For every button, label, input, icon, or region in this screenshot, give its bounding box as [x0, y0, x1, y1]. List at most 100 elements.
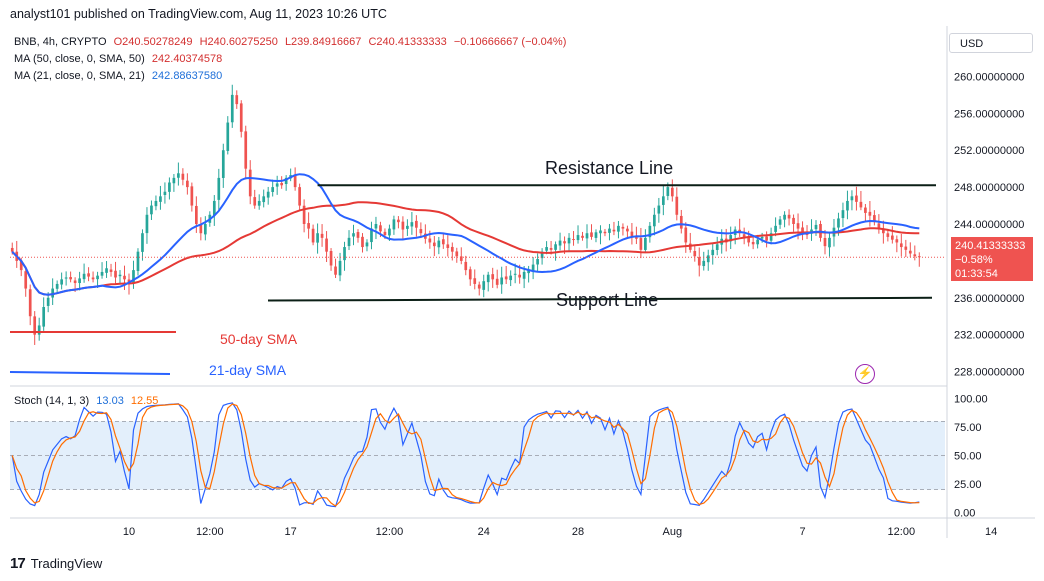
candle-body [356, 232, 360, 238]
candle-body [563, 241, 566, 244]
candle-body [64, 277, 68, 279]
candle-body [109, 269, 113, 272]
candle-body [329, 250, 333, 266]
ma21-legend[interactable]: MA (21, close, 0, SMA, 21) 242.88637580 [14, 70, 226, 82]
footer-brand[interactable]: TradingView [30, 556, 103, 571]
price-tick-label: 236.00000000 [954, 293, 1024, 305]
candle-body [320, 233, 324, 238]
candle-body [446, 244, 450, 248]
stoch-legend[interactable]: Stoch (14, 1, 3) 13.03 12.55 [14, 395, 162, 407]
candle-body [823, 237, 827, 247]
candle-body [150, 205, 153, 215]
candle-body [756, 239, 759, 245]
change-value: −0.10666667 (−0.04%) [453, 36, 567, 48]
currency-button[interactable]: USD [949, 33, 1033, 53]
candle-body [118, 274, 122, 277]
high-value: H240.60275250 [199, 36, 278, 48]
candle-body [410, 222, 414, 227]
candle-body [904, 246, 908, 250]
lightning-icon[interactable]: ⚡ [855, 364, 875, 384]
time-tick-label: 12:00 [376, 526, 404, 538]
candle-body [361, 236, 364, 248]
last-price-badge: 240.41333333 −0.58% 01:33:54 [951, 237, 1033, 281]
candle-body [617, 225, 620, 232]
candle-body [190, 186, 194, 206]
candle-body [24, 271, 28, 289]
candle-body [644, 237, 647, 250]
candle-body [221, 150, 225, 178]
candle-body [145, 214, 149, 234]
candle-body [621, 226, 625, 229]
candle-body [37, 325, 41, 335]
candle-body [504, 276, 508, 280]
time-tick-label: Aug [663, 526, 683, 538]
sma50-annotation: 50-day SMA [220, 331, 298, 347]
axes: 260.00000000 256.00000000 252.00000000 248.… [10, 26, 1035, 538]
candle-body [298, 187, 301, 206]
candle-body [132, 270, 135, 283]
candle-body [82, 273, 86, 280]
candle-body [343, 247, 346, 261]
candle-body [603, 231, 607, 234]
open-value: O240.50278249 [113, 36, 193, 48]
candle-body [10, 247, 14, 252]
candle-body [814, 224, 818, 230]
candle-body [388, 228, 391, 236]
candle-body [159, 196, 162, 202]
candle-body [742, 234, 746, 238]
candle-body [455, 251, 459, 257]
support-label: Support Line [556, 290, 658, 310]
candle-body [527, 270, 530, 274]
candle-body [513, 273, 517, 275]
candle-body [715, 244, 719, 250]
annotations: Resistance Line Support Line 50-day SMA 21-… [9, 158, 673, 378]
candle-body [850, 196, 854, 201]
candle-body [262, 196, 266, 203]
candle-body [895, 239, 899, 243]
candle-body [612, 229, 616, 232]
stoch-tick-label: 25.00 [954, 479, 982, 491]
stoch-tick-label: 100.00 [954, 394, 988, 406]
candle-body [608, 228, 611, 233]
candle-body [599, 230, 602, 234]
candle-body [626, 228, 629, 232]
candle-body [751, 241, 755, 245]
candle-body [518, 274, 521, 278]
candle-body [477, 284, 481, 289]
candle-body [96, 275, 99, 280]
candle-body [540, 251, 544, 259]
candle-body [347, 237, 351, 247]
candle-body [769, 233, 773, 241]
candle-body [486, 274, 490, 283]
candle-body [509, 275, 513, 281]
ma21-line [11, 173, 920, 296]
ma50-label: MA (50, close, 0, SMA, 50) [14, 53, 145, 65]
candle-body [661, 196, 665, 205]
candle-body [428, 238, 432, 243]
candle-body [334, 266, 337, 275]
price-tick-label: 244.00000000 [954, 219, 1024, 231]
candle-body [482, 281, 486, 290]
candle-body [648, 225, 652, 238]
candle-body [199, 224, 203, 234]
candle-body [87, 273, 90, 277]
candle-body [693, 251, 697, 257]
symbol-label[interactable]: BNB, 4h, CRYPTO [14, 36, 107, 48]
candle-body [585, 233, 589, 239]
candle-body [136, 251, 140, 271]
candle-body [567, 237, 571, 244]
candle-body [666, 187, 670, 196]
stoch-tick-label: 0.00 [954, 507, 975, 519]
candle-body [859, 201, 863, 208]
candle-body [226, 122, 230, 151]
candle-body [370, 228, 373, 243]
candle-body [545, 247, 548, 251]
candle-body [374, 224, 378, 229]
candle-body [531, 264, 535, 272]
candle-body [280, 183, 284, 186]
ma50-legend[interactable]: MA (50, close, 0, SMA, 50) 242.40374578 [14, 53, 226, 65]
candle-body [271, 187, 275, 192]
candle-body [886, 233, 890, 237]
candle-body [392, 219, 396, 230]
candle-body [549, 248, 553, 250]
